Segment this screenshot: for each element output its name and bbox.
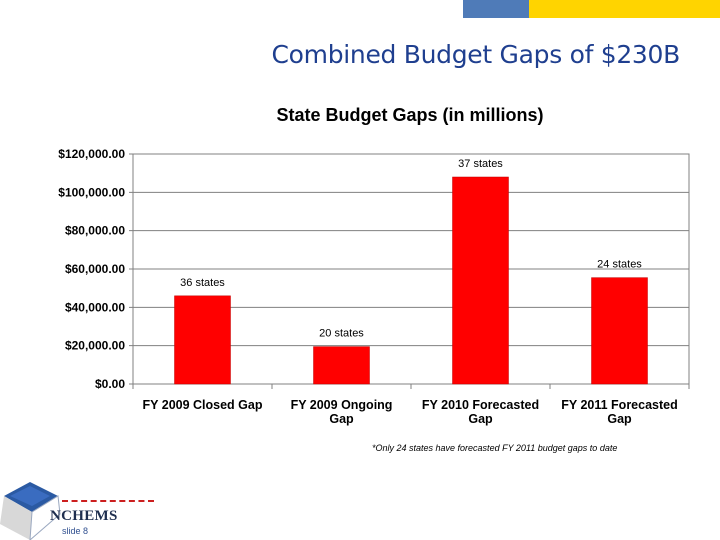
x-category-label: FY 2010 Forecasted: [422, 398, 539, 412]
x-category-label: Gap: [607, 412, 632, 426]
nchems-cube-logo: [0, 482, 61, 540]
bar-data-label: 24 states: [597, 259, 642, 271]
bar: [591, 277, 648, 385]
x-category-label: FY 2009 Closed Gap: [143, 398, 263, 412]
y-tick-label: $20,000.00: [65, 339, 125, 353]
slide-number: slide 8: [62, 526, 89, 536]
logo-divider: [62, 500, 154, 502]
bar: [452, 176, 509, 385]
bar-data-label: 20 states: [319, 328, 364, 340]
chart-title: State Budget Gaps (in millions): [276, 105, 543, 125]
logo-text: NCHEMS: [50, 508, 118, 524]
slide-title: Combined Budget Gaps of $230B: [271, 40, 681, 69]
y-tick-label: $60,000.00: [65, 262, 125, 276]
x-category-label: FY 2011 Forecasted: [561, 398, 678, 412]
bar-data-label: 36 states: [180, 277, 225, 289]
chart-footnote: *Only 24 states have forecasted FY 2011 …: [372, 443, 618, 453]
header-accent-blue: [463, 0, 529, 18]
bar-chart: State Budget Gaps (in millions) $0.00 $20…: [58, 105, 690, 426]
bar: [174, 295, 231, 385]
bar-data-label: 37 states: [458, 158, 503, 170]
x-category-label: Gap: [329, 412, 354, 426]
y-tick-label: $120,000.00: [58, 147, 125, 161]
x-category-label: FY 2009 Ongoing: [291, 398, 393, 412]
y-tick-label: $40,000.00: [65, 300, 125, 314]
header-accent-yellow: [529, 0, 720, 18]
y-tick-label: $80,000.00: [65, 224, 125, 238]
bar: [313, 346, 370, 385]
y-tick-label: $100,000.00: [58, 185, 125, 199]
y-tick-label: $0.00: [95, 377, 125, 391]
x-category-label: Gap: [468, 412, 493, 426]
